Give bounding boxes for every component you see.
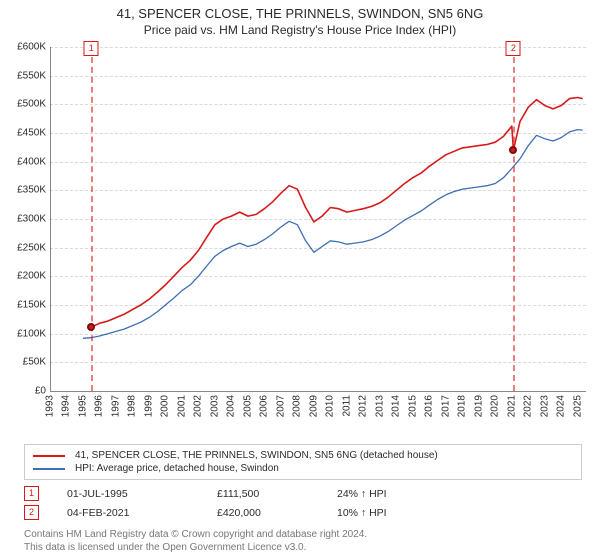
event-line: [513, 47, 515, 391]
x-tick-label: 2009: [308, 395, 319, 417]
gridline: [50, 276, 586, 277]
gridline: [50, 305, 586, 306]
gridline: [50, 104, 586, 105]
event-badge: 1: [84, 41, 99, 56]
x-tick-label: 2012: [358, 395, 369, 417]
chart-title: 41, SPENCER CLOSE, THE PRINNELS, SWINDON…: [0, 6, 600, 21]
x-tick-label: 2014: [391, 395, 402, 417]
title-block: 41, SPENCER CLOSE, THE PRINNELS, SWINDON…: [0, 0, 600, 37]
x-tick-label: 2010: [325, 395, 336, 417]
events-table-row: 1 01-JUL-1995£111,50024% ↑ HPI: [24, 484, 582, 503]
x-tick-label: 2022: [523, 395, 534, 417]
events-table: 1 01-JUL-1995£111,50024% ↑ HPI 2 04-FEB-202…: [24, 484, 582, 522]
x-tick-label: 2007: [275, 395, 286, 417]
x-tick-label: 1994: [61, 395, 72, 417]
x-tick-label: 2015: [407, 395, 418, 417]
x-tick-label: 2005: [242, 395, 253, 417]
event-price: £111,500: [217, 488, 337, 500]
x-tick-label: 2013: [374, 395, 385, 417]
legend-row: HPI: Average price, detached house, Swin…: [33, 462, 573, 475]
legend-swatch: [33, 455, 65, 457]
legend-swatch: [33, 468, 65, 470]
y-tick-label: £450K: [17, 128, 46, 139]
plot-area: £0£50K£100K£150K£200K£250K£300K£350K£400…: [50, 47, 586, 391]
x-tick-label: 1999: [143, 395, 154, 417]
legend-row: 41, SPENCER CLOSE, THE PRINNELS, SWINDON…: [33, 449, 573, 462]
y-tick-label: £50K: [23, 357, 46, 368]
legend: 41, SPENCER CLOSE, THE PRINNELS, SWINDON…: [24, 444, 582, 480]
chart-area: £0£50K£100K£150K£200K£250K£300K£350K£400…: [6, 43, 588, 433]
x-tick-label: 1996: [94, 395, 105, 417]
gridline: [50, 248, 586, 249]
y-tick-label: £100K: [17, 328, 46, 339]
x-tick-label: 1997: [110, 395, 121, 417]
x-tick-label: 2003: [209, 395, 220, 417]
x-tick-label: 2018: [457, 395, 468, 417]
event-badge: 2: [506, 41, 521, 56]
y-tick-label: £600K: [17, 42, 46, 53]
x-tick-label: 2011: [341, 395, 352, 417]
x-tick-label: 2001: [176, 395, 187, 417]
x-tick-label: 2017: [440, 395, 451, 417]
legend-label: 41, SPENCER CLOSE, THE PRINNELS, SWINDON…: [75, 450, 438, 461]
event-index-badge: 1: [24, 486, 39, 501]
y-tick-label: £300K: [17, 214, 46, 225]
x-axis-line: [50, 391, 586, 392]
x-tick-label: 2021: [506, 395, 517, 417]
x-tick-label: 2008: [292, 395, 303, 417]
x-tick-label: 1993: [45, 395, 56, 417]
y-tick-label: £200K: [17, 271, 46, 282]
y-tick-label: £400K: [17, 156, 46, 167]
event-line: [91, 47, 93, 391]
gridline: [50, 362, 586, 363]
chart-container: 41, SPENCER CLOSE, THE PRINNELS, SWINDON…: [0, 0, 600, 560]
x-tick-label: 2000: [160, 395, 171, 417]
event-index-badge: 2: [24, 505, 39, 520]
gridline: [50, 162, 586, 163]
x-tick-label: 1998: [127, 395, 138, 417]
gridline: [50, 334, 586, 335]
events-table-row: 2 04-FEB-2021£420,00010% ↑ HPI: [24, 503, 582, 522]
y-tick-label: £350K: [17, 185, 46, 196]
x-tick-label: 2020: [490, 395, 501, 417]
y-tick-label: £150K: [17, 300, 46, 311]
x-tick-label: 2025: [572, 395, 583, 417]
event-marker: [509, 146, 517, 154]
event-price: £420,000: [217, 507, 337, 519]
x-tick-label: 1995: [77, 395, 88, 417]
event-delta: 24% ↑ HPI: [337, 488, 457, 500]
legend-label: HPI: Average price, detached house, Swin…: [75, 463, 279, 474]
y-tick-label: £500K: [17, 99, 46, 110]
footer-note: Contains HM Land Registry data © Crown c…: [24, 528, 367, 554]
x-tick-label: 2023: [539, 395, 550, 417]
event-marker: [87, 323, 95, 331]
gridline: [50, 133, 586, 134]
x-tick-label: 2016: [424, 395, 435, 417]
x-tick-label: 2024: [556, 395, 567, 417]
gridline: [50, 219, 586, 220]
y-tick-label: £550K: [17, 70, 46, 81]
event-date: 01-JUL-1995: [67, 488, 217, 500]
x-tick-label: 2019: [473, 395, 484, 417]
series-line-subject: [91, 98, 583, 328]
x-tick-label: 2004: [226, 395, 237, 417]
chart-subtitle: Price paid vs. HM Land Registry's House …: [0, 23, 600, 37]
gridline: [50, 190, 586, 191]
y-tick-label: £250K: [17, 242, 46, 253]
event-delta: 10% ↑ HPI: [337, 507, 457, 519]
x-tick-label: 2006: [259, 395, 270, 417]
x-tick-label: 2002: [193, 395, 204, 417]
event-date: 04-FEB-2021: [67, 507, 217, 519]
gridline: [50, 76, 586, 77]
